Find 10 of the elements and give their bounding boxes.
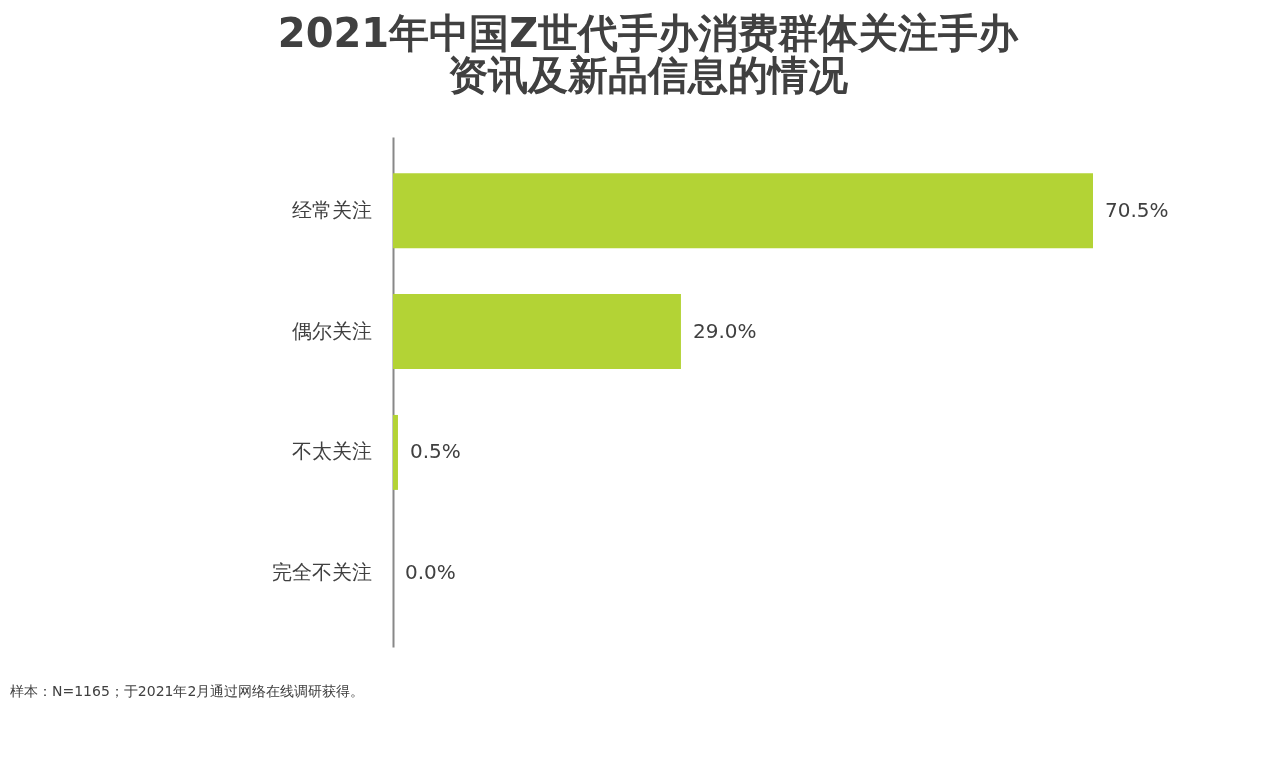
y-tick-label: 完全不关注 [271,560,372,585]
data-label: 29.0% [692,318,757,343]
y-tick-label: 经常关注 [291,197,372,222]
y-tick-label: 不太关注 [291,439,372,464]
y-tick-label: 偶尔关注 [291,318,372,343]
chart-title: 2021年中国Z世代手办消费群体关注手办资讯及新品信息的情况 [277,10,1020,98]
text: 样本：N=1165；于2021年2月通过网络在线调研获得。 [10,683,365,699]
data-label: 0.0% [405,560,456,585]
data-label: 70.5% [1105,197,1169,222]
data-label: 0.5% [409,439,461,464]
